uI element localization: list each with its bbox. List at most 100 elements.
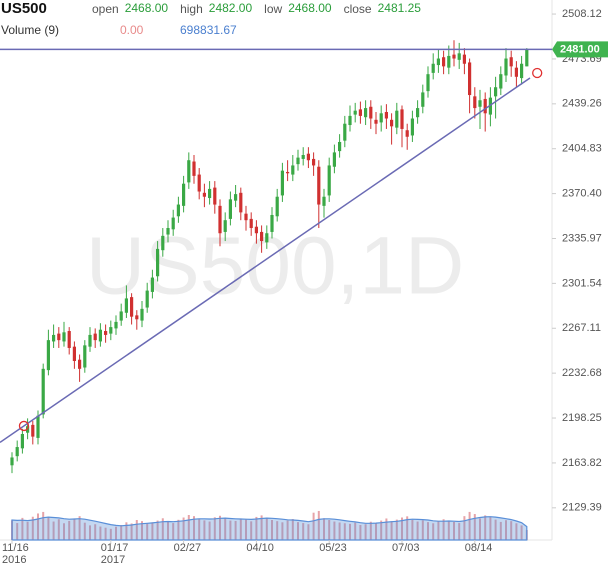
volume-bar — [94, 524, 97, 540]
volume-bar — [484, 515, 487, 540]
y-tick-label: 2335.97 — [562, 232, 602, 244]
volume-bar — [234, 520, 237, 540]
candle-body — [483, 98, 487, 114]
volume-ma-value: 698831.67 — [180, 23, 237, 37]
volume-bar — [120, 525, 123, 540]
volume-bar — [369, 521, 372, 540]
volume-bar — [401, 517, 403, 540]
volume-bar — [380, 520, 383, 540]
volume-bar — [63, 523, 65, 540]
candle-body — [410, 118, 414, 136]
volume-bar — [323, 518, 325, 540]
volume-bar — [291, 519, 294, 540]
candle-body — [176, 204, 180, 217]
volume-bar — [375, 523, 377, 540]
candle-body — [520, 63, 524, 79]
field-name: open — [92, 2, 119, 16]
volume-bar — [52, 521, 55, 540]
watermark: US500,1D — [86, 221, 464, 312]
volume-bar — [437, 520, 440, 540]
trendline-handle — [18, 420, 30, 432]
candle-body — [161, 235, 165, 251]
price-tag-box — [552, 41, 608, 58]
candle-body — [301, 155, 305, 159]
volume-bar — [208, 521, 211, 540]
candle-body — [312, 158, 316, 166]
volume-bar — [47, 517, 50, 540]
candle-body — [88, 334, 92, 347]
volume-ma-area — [11, 516, 528, 541]
volume-bar — [499, 521, 502, 540]
field-name: close — [344, 2, 372, 16]
trendline — [0, 77, 531, 444]
candle-body — [213, 187, 217, 205]
volume-bar — [479, 518, 481, 540]
volume-bar — [271, 520, 273, 540]
candle-body — [322, 196, 326, 206]
candle-body — [15, 447, 19, 457]
volume-bar — [364, 524, 367, 540]
volume-bar — [494, 519, 497, 540]
candle-body — [254, 226, 258, 234]
x-tick-label: 01/17 — [101, 542, 129, 554]
candle-body — [114, 321, 118, 329]
volume-value: 0.00 — [120, 23, 144, 37]
candle-body — [395, 110, 399, 128]
candle-body — [317, 166, 321, 205]
candle-body — [390, 119, 394, 127]
candle-body — [124, 298, 128, 313]
volume-bar — [26, 521, 29, 540]
candle-body — [260, 231, 264, 242]
trendline-handle — [532, 67, 543, 79]
volume-bar — [317, 510, 320, 540]
volume-bar — [349, 523, 351, 540]
candle-body — [182, 183, 186, 206]
volume-bar — [21, 517, 24, 540]
volume-bar — [385, 518, 388, 540]
candle-body — [327, 165, 331, 196]
volume-bar — [167, 521, 169, 540]
candle-body — [478, 100, 482, 107]
candle-body — [275, 196, 279, 217]
candle-body — [436, 58, 440, 66]
candle-body — [348, 115, 352, 126]
volume-bar — [359, 525, 362, 540]
volume-bar — [109, 528, 112, 540]
volume-bar — [125, 522, 128, 540]
volume-bar — [328, 520, 331, 540]
candle-body — [442, 57, 446, 67]
volume-bar — [135, 520, 138, 540]
candle-body — [52, 334, 56, 342]
candle-body — [270, 214, 274, 232]
candle-body — [286, 171, 290, 174]
candle-body — [306, 153, 310, 161]
candle-body — [197, 174, 201, 192]
y-tick-label: 2163.82 — [562, 457, 602, 469]
volume-bar — [468, 511, 471, 540]
volume-bar — [297, 522, 299, 540]
y-tick-label: 2439.26 — [562, 98, 602, 110]
volume-bar — [515, 523, 518, 540]
candle-body — [462, 54, 466, 64]
candle-body — [364, 108, 368, 118]
volume-bar — [312, 512, 315, 540]
volume-bar — [276, 521, 279, 540]
candle-body — [104, 331, 108, 335]
volume-bar — [182, 517, 185, 540]
volume-bar — [104, 527, 107, 540]
volume-bar — [219, 515, 221, 540]
candle-body — [109, 327, 113, 334]
candle-body — [150, 277, 154, 292]
volume-bar — [73, 518, 76, 540]
candle-body — [338, 141, 342, 152]
candle-body — [291, 165, 295, 175]
volume-bar — [115, 526, 117, 540]
y-tick-label: 2301.54 — [562, 277, 602, 289]
volume-bar — [203, 520, 206, 540]
volume-bar — [463, 516, 466, 540]
candle-body — [374, 119, 378, 124]
candle-body — [145, 290, 149, 308]
volume-bar — [432, 523, 435, 540]
candle-body — [343, 123, 347, 141]
x-tick-label: 05/23 — [319, 542, 347, 554]
